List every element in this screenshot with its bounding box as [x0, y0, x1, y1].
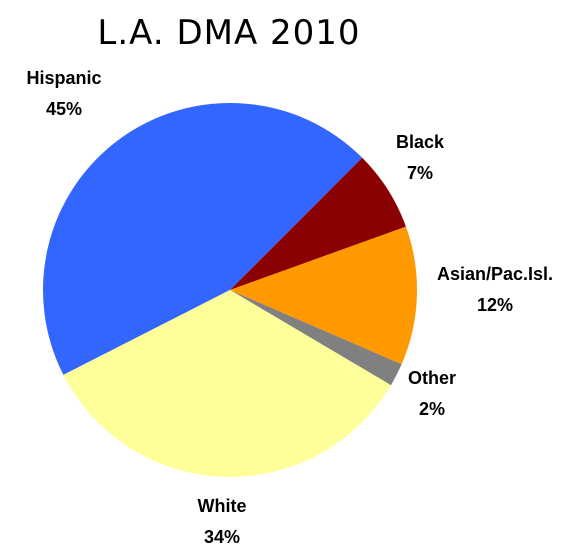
slice-label-value: 2% [419, 399, 445, 419]
pie-slice-asian-pac-isl [230, 226, 418, 365]
slice-label-name: Black [396, 132, 445, 152]
slice-label-value: 45% [46, 99, 82, 119]
pie-slice-white [63, 290, 391, 477]
pie-slice-black [230, 157, 406, 290]
slice-labels: Hispanic 45% Black 7% Asian/Pac.Isl. 12% Other… [26, 68, 553, 547]
chart-title: L.A. DMA 2010 [97, 13, 360, 53]
slice-label-value: 34% [204, 527, 240, 547]
pie-slices [43, 103, 418, 477]
slice-label-name: Other [408, 368, 456, 388]
pie-slice-hispanic [43, 103, 363, 375]
slice-label-name: White [198, 496, 247, 516]
pie-slice-other [230, 290, 402, 386]
slice-label-name: Hispanic [26, 68, 101, 88]
slice-label-value: 7% [407, 163, 433, 183]
slice-label-value: 12% [477, 295, 513, 315]
slice-label-name: Asian/Pac.Isl. [437, 264, 553, 284]
